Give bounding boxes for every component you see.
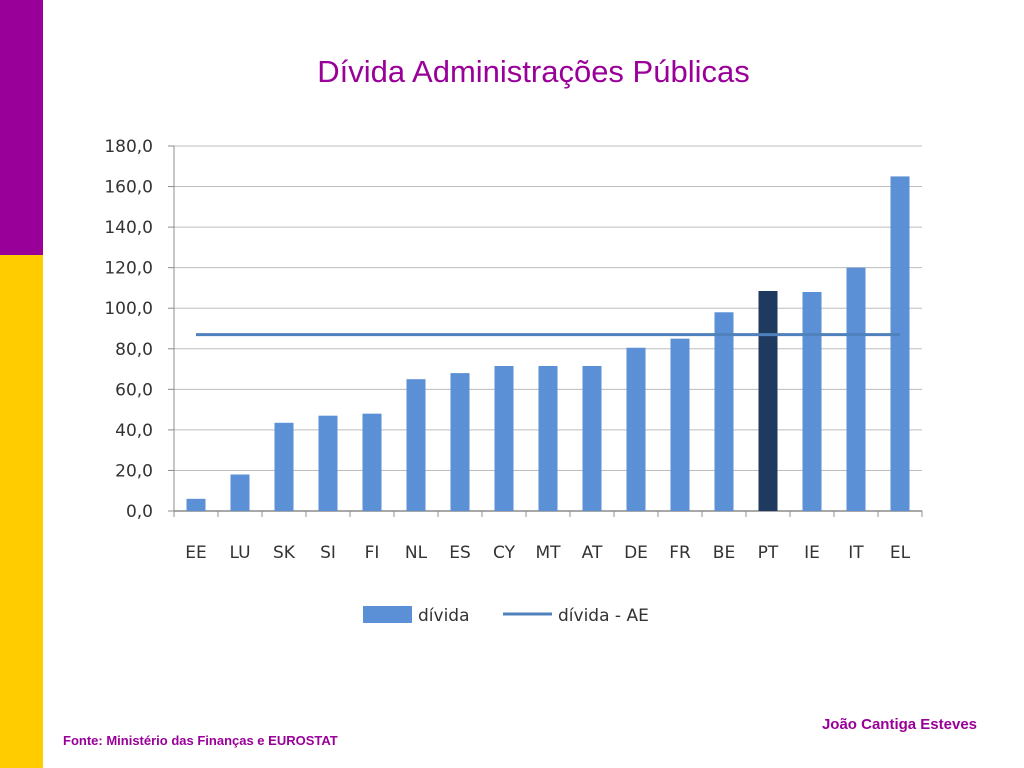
x-tick-label: IT — [848, 543, 864, 563]
bar-lu — [230, 474, 250, 511]
slide-title: Dívida Administrações Públicas — [317, 54, 750, 89]
accent-bar-purple — [0, 0, 43, 255]
y-tick-label: 160,0 — [104, 178, 153, 198]
x-tick-label: IE — [804, 543, 820, 563]
bar-es — [450, 373, 470, 511]
legend-label: dívida - AE — [558, 606, 649, 626]
x-tick-label: EE — [185, 543, 206, 563]
x-tick-label: BE — [713, 543, 735, 563]
bar-pt — [758, 290, 778, 511]
bar-mt — [538, 366, 558, 511]
bar-at — [582, 366, 602, 511]
y-tick-label: 120,0 — [104, 259, 153, 279]
y-tick-label: 40,0 — [115, 421, 153, 441]
bar-ie — [802, 292, 822, 511]
y-tick-label: 60,0 — [115, 380, 153, 400]
bar-it — [846, 267, 866, 511]
x-tick-label: NL — [405, 543, 428, 563]
x-tick-label: MT — [535, 543, 561, 563]
legend-swatch-bar — [363, 606, 412, 623]
y-tick-label: 0,0 — [126, 502, 153, 522]
y-tick-label: 100,0 — [104, 299, 153, 319]
x-tick-label: FI — [365, 543, 380, 563]
bar-de — [626, 347, 646, 511]
x-tick-label: LU — [229, 543, 250, 563]
bar-fi — [362, 413, 382, 511]
bar-be — [714, 312, 734, 511]
x-tick-label: AT — [582, 543, 603, 563]
legend-label: dívida — [418, 606, 470, 626]
bar-el — [890, 176, 910, 511]
bar-fr — [670, 338, 690, 511]
y-tick-label: 140,0 — [104, 218, 153, 238]
x-tick-label: SK — [273, 543, 296, 563]
x-tick-label: DE — [624, 543, 648, 563]
x-tick-label: SI — [320, 543, 336, 563]
bar-ee — [186, 498, 206, 511]
accent-bar-yellow — [0, 255, 43, 768]
y-tick-label: 20,0 — [115, 461, 153, 481]
source-note: Fonte: Ministério das Finanças e EUROSTA… — [63, 733, 338, 748]
x-tick-label: PT — [758, 543, 779, 563]
y-tick-label: 80,0 — [115, 340, 153, 360]
x-tick-label: ES — [449, 543, 471, 563]
bar-nl — [406, 379, 426, 511]
y-tick-label: 180,0 — [104, 137, 153, 157]
bar-sk — [274, 422, 294, 511]
bar-si — [318, 415, 338, 511]
x-tick-label: FR — [669, 543, 691, 563]
bar-cy — [494, 366, 514, 511]
x-tick-label: CY — [493, 543, 516, 563]
author-name: João Cantiga Esteves — [821, 716, 977, 733]
x-tick-label: EL — [890, 543, 911, 563]
